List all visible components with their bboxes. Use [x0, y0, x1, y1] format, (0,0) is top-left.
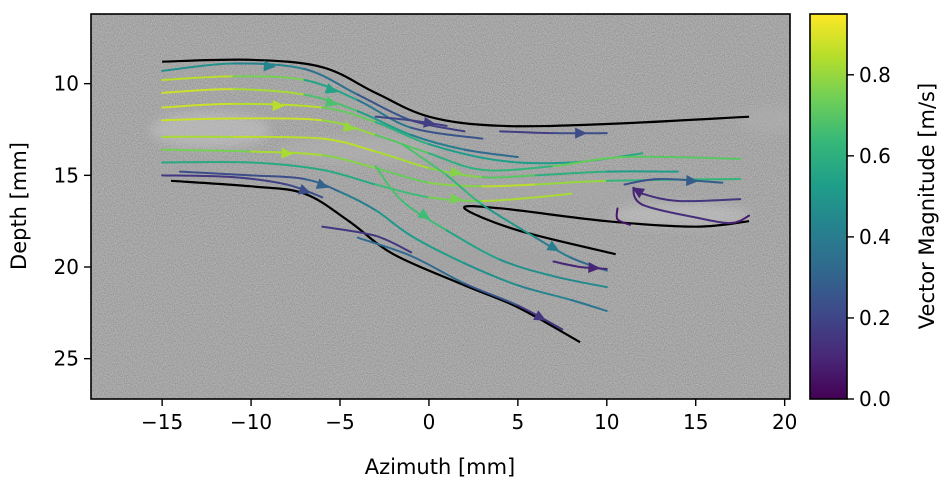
plot-area [91, 14, 800, 399]
x-tick-label: −5 [325, 410, 354, 434]
x-tick-label: −10 [230, 410, 272, 434]
colorbar-tick-label: 0.4 [859, 225, 891, 249]
x-axis-label: Azimuth [mm] [365, 455, 516, 479]
colorbar-ticks: 0.0 0.2 0.4 0.6 0.8 [847, 63, 891, 411]
x-tick-label: 15 [683, 410, 708, 434]
y-axis-label: Depth [mm] [7, 142, 31, 270]
colorbar-tick-label: 0.8 [859, 63, 891, 87]
y-axis: 10 15 20 25 [54, 72, 91, 371]
colorbar: 0.0 0.2 0.4 0.6 0.8 Vector Magnitude [m/s] [810, 14, 939, 411]
y-tick-label: 15 [54, 163, 79, 187]
streamline-segment [162, 162, 251, 163]
y-tick-label: 20 [54, 255, 79, 279]
colorbar-label: Vector Magnitude [m/s] [915, 83, 939, 329]
x-tick-label: 10 [594, 410, 619, 434]
x-tick-label: 20 [772, 410, 797, 434]
streamline-segment [617, 208, 618, 219]
y-tick-label: 10 [54, 72, 79, 96]
x-axis: −15 −10 −5 0 5 10 15 20 [141, 399, 797, 434]
colorbar-tick-label: 0.0 [859, 387, 891, 411]
x-tick-label: 0 [423, 410, 436, 434]
x-tick-label: −15 [141, 410, 183, 434]
colorbar-tick-label: 0.6 [859, 144, 891, 168]
colorbar-gradient [810, 14, 847, 399]
y-tick-label: 25 [54, 347, 79, 371]
x-tick-label: 5 [512, 410, 525, 434]
colorbar-tick-label: 0.2 [859, 306, 891, 330]
